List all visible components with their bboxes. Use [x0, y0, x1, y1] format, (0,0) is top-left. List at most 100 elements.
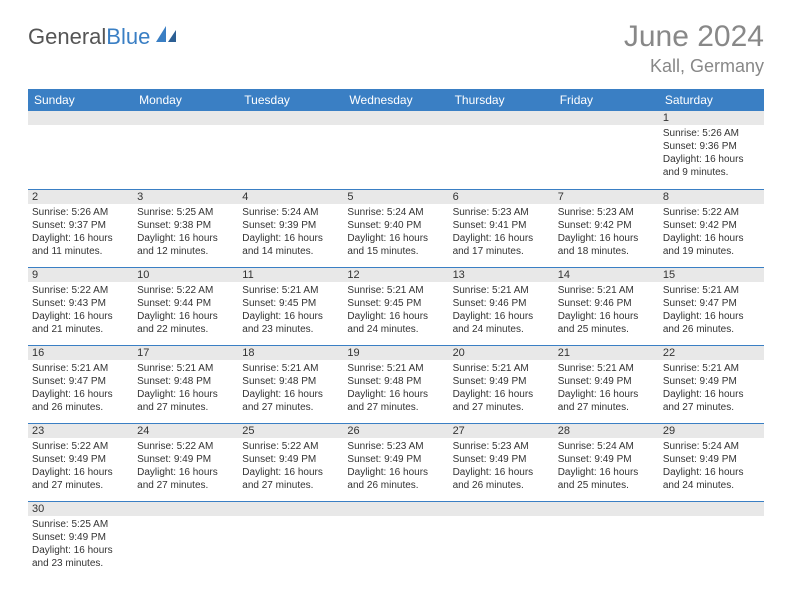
day-number: 13 [449, 268, 554, 282]
calendar-day-cell: 9Sunrise: 5:22 AMSunset: 9:43 PMDaylight… [28, 267, 133, 345]
calendar-day-cell [449, 111, 554, 189]
day-detail-line: Sunrise: 5:22 AM [32, 284, 129, 297]
day-detail-line: Sunset: 9:49 PM [347, 453, 444, 466]
day-number: 10 [133, 268, 238, 282]
day-details: Sunrise: 5:21 AMSunset: 9:48 PMDaylight:… [133, 360, 238, 416]
day-detail-line: and 27 minutes. [663, 401, 760, 414]
day-detail-line: and 25 minutes. [558, 479, 655, 492]
weekday-header: Thursday [449, 89, 554, 111]
day-detail-line: and 27 minutes. [137, 401, 234, 414]
day-number: 3 [133, 190, 238, 204]
day-detail-line: Sunrise: 5:21 AM [242, 284, 339, 297]
day-detail-line: Sunset: 9:49 PM [242, 453, 339, 466]
calendar-day-cell [659, 501, 764, 579]
day-detail-line: and 27 minutes. [558, 401, 655, 414]
calendar-day-cell: 18Sunrise: 5:21 AMSunset: 9:48 PMDayligh… [238, 345, 343, 423]
day-number: 21 [554, 346, 659, 360]
weekday-header: Friday [554, 89, 659, 111]
day-detail-line: Daylight: 16 hours [663, 310, 760, 323]
day-detail-line: Sunset: 9:42 PM [558, 219, 655, 232]
calendar-week-row: 16Sunrise: 5:21 AMSunset: 9:47 PMDayligh… [28, 345, 764, 423]
day-detail-line: and 9 minutes. [663, 166, 760, 179]
day-number-empty [449, 502, 554, 516]
calendar-day-cell [449, 501, 554, 579]
day-detail-line: and 26 minutes. [32, 401, 129, 414]
calendar-day-cell: 12Sunrise: 5:21 AMSunset: 9:45 PMDayligh… [343, 267, 448, 345]
day-detail-line: Sunrise: 5:22 AM [663, 206, 760, 219]
day-detail-line: Sunset: 9:45 PM [347, 297, 444, 310]
day-details: Sunrise: 5:21 AMSunset: 9:49 PMDaylight:… [449, 360, 554, 416]
day-details: Sunrise: 5:24 AMSunset: 9:49 PMDaylight:… [659, 438, 764, 494]
day-number: 14 [554, 268, 659, 282]
day-detail-line: Sunset: 9:49 PM [453, 375, 550, 388]
day-detail-line: Sunset: 9:40 PM [347, 219, 444, 232]
day-number: 4 [238, 190, 343, 204]
logo: GeneralBlue [28, 20, 178, 50]
day-detail-line: and 24 minutes. [663, 479, 760, 492]
calendar-day-cell: 27Sunrise: 5:23 AMSunset: 9:49 PMDayligh… [449, 423, 554, 501]
day-details: Sunrise: 5:21 AMSunset: 9:47 PMDaylight:… [659, 282, 764, 338]
day-details: Sunrise: 5:23 AMSunset: 9:41 PMDaylight:… [449, 204, 554, 260]
day-detail-line: and 27 minutes. [137, 479, 234, 492]
day-detail-line: Daylight: 16 hours [558, 310, 655, 323]
day-detail-line: Sunset: 9:49 PM [558, 375, 655, 388]
day-number: 25 [238, 424, 343, 438]
day-details: Sunrise: 5:21 AMSunset: 9:49 PMDaylight:… [659, 360, 764, 416]
day-detail-line: Sunrise: 5:22 AM [32, 440, 129, 453]
day-detail-line: Sunrise: 5:21 AM [663, 362, 760, 375]
day-detail-line: Daylight: 16 hours [137, 466, 234, 479]
day-detail-line: Sunset: 9:43 PM [32, 297, 129, 310]
day-detail-line: Sunset: 9:48 PM [242, 375, 339, 388]
day-details: Sunrise: 5:21 AMSunset: 9:48 PMDaylight:… [238, 360, 343, 416]
day-details: Sunrise: 5:22 AMSunset: 9:49 PMDaylight:… [133, 438, 238, 494]
calendar-day-cell [343, 501, 448, 579]
day-details: Sunrise: 5:21 AMSunset: 9:47 PMDaylight:… [28, 360, 133, 416]
calendar-day-cell: 11Sunrise: 5:21 AMSunset: 9:45 PMDayligh… [238, 267, 343, 345]
day-detail-line: Sunrise: 5:26 AM [32, 206, 129, 219]
day-detail-line: and 23 minutes. [32, 557, 129, 570]
day-detail-line: Sunset: 9:38 PM [137, 219, 234, 232]
day-detail-line: and 24 minutes. [347, 323, 444, 336]
day-details: Sunrise: 5:25 AMSunset: 9:49 PMDaylight:… [28, 516, 133, 572]
calendar-day-cell: 7Sunrise: 5:23 AMSunset: 9:42 PMDaylight… [554, 189, 659, 267]
day-detail-line: Daylight: 16 hours [347, 232, 444, 245]
calendar-day-cell: 6Sunrise: 5:23 AMSunset: 9:41 PMDaylight… [449, 189, 554, 267]
calendar-day-cell [343, 111, 448, 189]
day-details: Sunrise: 5:22 AMSunset: 9:49 PMDaylight:… [238, 438, 343, 494]
weekday-header: Wednesday [343, 89, 448, 111]
day-number: 20 [449, 346, 554, 360]
day-detail-line: Sunset: 9:47 PM [663, 297, 760, 310]
day-detail-line: Sunset: 9:46 PM [453, 297, 550, 310]
day-details: Sunrise: 5:24 AMSunset: 9:40 PMDaylight:… [343, 204, 448, 260]
day-detail-line: and 27 minutes. [453, 401, 550, 414]
day-details: Sunrise: 5:25 AMSunset: 9:38 PMDaylight:… [133, 204, 238, 260]
day-detail-line: and 12 minutes. [137, 245, 234, 258]
day-detail-line: Daylight: 16 hours [32, 310, 129, 323]
calendar-day-cell: 3Sunrise: 5:25 AMSunset: 9:38 PMDaylight… [133, 189, 238, 267]
day-detail-line: Daylight: 16 hours [242, 466, 339, 479]
day-detail-line: Sunset: 9:42 PM [663, 219, 760, 232]
logo-text-general: General [28, 24, 106, 50]
day-detail-line: Sunrise: 5:24 AM [663, 440, 760, 453]
weekday-header: Sunday [28, 89, 133, 111]
day-detail-line: and 26 minutes. [453, 479, 550, 492]
logo-text-blue: Blue [106, 24, 150, 50]
calendar-day-cell: 23Sunrise: 5:22 AMSunset: 9:49 PMDayligh… [28, 423, 133, 501]
calendar-week-row: 1Sunrise: 5:26 AMSunset: 9:36 PMDaylight… [28, 111, 764, 189]
day-details: Sunrise: 5:21 AMSunset: 9:46 PMDaylight:… [449, 282, 554, 338]
day-details: Sunrise: 5:21 AMSunset: 9:45 PMDaylight:… [238, 282, 343, 338]
day-detail-line: Sunrise: 5:25 AM [137, 206, 234, 219]
calendar-week-row: 30Sunrise: 5:25 AMSunset: 9:49 PMDayligh… [28, 501, 764, 579]
day-number: 6 [449, 190, 554, 204]
day-detail-line: and 27 minutes. [242, 479, 339, 492]
day-number: 23 [28, 424, 133, 438]
day-detail-line: Daylight: 16 hours [347, 310, 444, 323]
day-detail-line: and 22 minutes. [137, 323, 234, 336]
calendar-week-row: 23Sunrise: 5:22 AMSunset: 9:49 PMDayligh… [28, 423, 764, 501]
day-detail-line: Sunrise: 5:24 AM [558, 440, 655, 453]
calendar-day-cell: 17Sunrise: 5:21 AMSunset: 9:48 PMDayligh… [133, 345, 238, 423]
day-detail-line: and 26 minutes. [347, 479, 444, 492]
calendar-day-cell [554, 111, 659, 189]
day-number: 11 [238, 268, 343, 282]
day-detail-line: and 18 minutes. [558, 245, 655, 258]
